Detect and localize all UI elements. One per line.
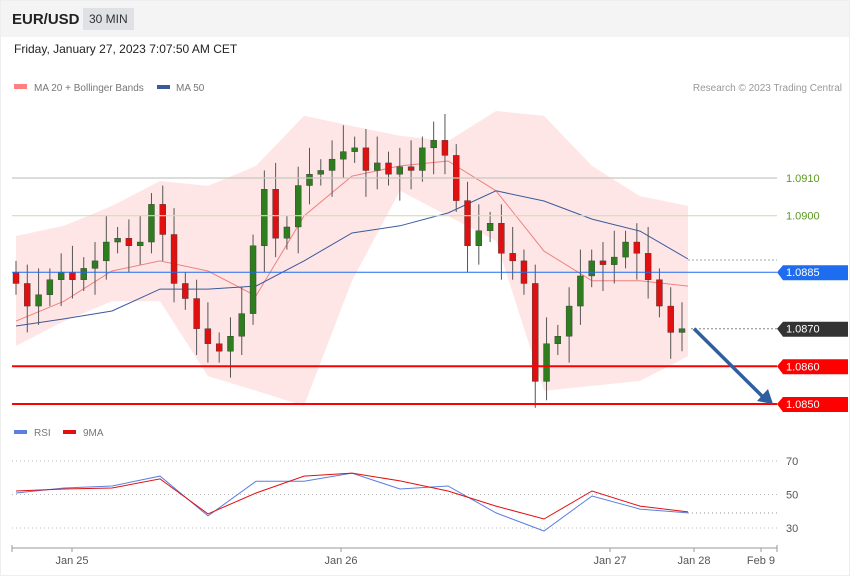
candle-down xyxy=(385,162,392,175)
legend-ma50: MA 50 xyxy=(176,83,205,94)
support-tag-label: 1.0860 xyxy=(786,361,820,373)
legend-rsi-swatch xyxy=(14,430,27,434)
support-tag xyxy=(777,397,848,412)
header: EUR/USD 30 MIN xyxy=(1,1,849,37)
candle-down xyxy=(667,305,674,333)
pivot-tag-label: 1.0885 xyxy=(786,267,820,279)
candle-up xyxy=(565,305,573,337)
candle-up xyxy=(419,147,426,171)
candle-down xyxy=(204,328,212,344)
support-tag-label: 1.0850 xyxy=(786,399,820,411)
x-tick-label: Jan 28 xyxy=(677,555,710,567)
forecast-arrow xyxy=(692,327,765,399)
candle-up xyxy=(430,140,437,149)
candle-down xyxy=(69,271,76,280)
candle-down xyxy=(532,283,539,382)
candle-down xyxy=(599,260,607,265)
candle-up xyxy=(340,151,347,160)
candle-down xyxy=(125,238,133,246)
candle-down xyxy=(407,166,415,171)
candle-up xyxy=(261,189,268,246)
candle-up xyxy=(295,185,302,228)
candle-up xyxy=(396,166,403,175)
resistance-label: 1.0910 xyxy=(786,173,820,185)
timeframe-button[interactable]: 30 MIN xyxy=(83,8,134,30)
copyright: Research © 2023 Trading Central xyxy=(693,83,842,94)
last-tag-label: 1.0870 xyxy=(786,324,820,336)
last-tag xyxy=(777,321,848,337)
candle-up xyxy=(317,170,324,175)
candle-up xyxy=(351,147,358,152)
x-tick-label: Jan 26 xyxy=(324,555,357,567)
candle-up xyxy=(114,238,121,243)
candle-down xyxy=(362,147,370,171)
candle-down xyxy=(24,283,31,307)
candle-down xyxy=(215,343,223,352)
datetime: Friday, January 27, 2023 7:07:50 AM CET xyxy=(14,42,238,56)
bollinger-band xyxy=(16,111,688,406)
candle-up xyxy=(543,343,550,382)
candle-down xyxy=(159,204,166,235)
candle-up xyxy=(238,313,245,337)
candle-down xyxy=(509,253,516,262)
ma50-line xyxy=(15,190,689,327)
candle-down xyxy=(182,283,189,299)
candle-down xyxy=(656,279,663,307)
candle-up xyxy=(227,335,234,352)
candle-up xyxy=(35,294,42,307)
rsi-line xyxy=(15,472,689,532)
candle-up xyxy=(249,245,257,314)
candle-down xyxy=(633,241,641,254)
candle-down xyxy=(12,271,20,284)
legend-bb: MA 20 + Bollinger Bands xyxy=(34,83,144,94)
candle-up xyxy=(306,174,313,186)
candle-down xyxy=(170,234,178,284)
x-tick-label: Jan 27 xyxy=(593,555,626,567)
candle-up xyxy=(577,275,584,307)
candle-up xyxy=(91,260,99,269)
candle-up xyxy=(46,279,54,295)
candle-down xyxy=(464,200,471,246)
pivot-tag xyxy=(777,265,848,281)
legend-ma9-swatch xyxy=(63,430,76,434)
ma20-line xyxy=(15,160,689,322)
forecast-arrowhead xyxy=(757,389,773,404)
rsi-tick-label: 50 xyxy=(786,490,798,502)
legend-ma50-swatch xyxy=(157,85,170,89)
legend-ma9: 9MA xyxy=(83,428,104,439)
candle-up xyxy=(611,256,618,265)
rsi-tick-label: 70 xyxy=(786,456,798,468)
candle-up xyxy=(374,162,381,171)
candle-up xyxy=(136,241,144,246)
resistance-label: 1.0900 xyxy=(786,211,820,223)
candle-down xyxy=(193,298,200,329)
candle-down xyxy=(644,253,652,280)
candle-up xyxy=(103,241,110,262)
candle-up xyxy=(328,158,336,171)
candle-up xyxy=(283,226,291,239)
legend-bb-swatch xyxy=(14,84,27,89)
x-tick-label: Feb 9 xyxy=(747,555,775,567)
candle-up xyxy=(80,268,87,280)
candle-down xyxy=(441,140,449,156)
candle-up xyxy=(475,230,483,246)
candle-up xyxy=(486,222,494,231)
candle-down xyxy=(272,189,279,239)
candle-up xyxy=(588,260,595,277)
candle-up xyxy=(622,241,629,258)
support-tag xyxy=(777,359,848,375)
candle-up xyxy=(57,271,65,280)
ma9-line xyxy=(15,472,689,520)
legend-rsi: RSI xyxy=(34,428,51,439)
candle-up xyxy=(148,204,155,243)
candle-up xyxy=(554,335,562,344)
x-tick-label: Jan 25 xyxy=(55,555,88,567)
candle-down xyxy=(498,222,505,254)
symbol-title: EUR/USD xyxy=(12,11,80,28)
candle-up xyxy=(678,328,686,333)
rsi-tick-label: 30 xyxy=(786,523,798,535)
